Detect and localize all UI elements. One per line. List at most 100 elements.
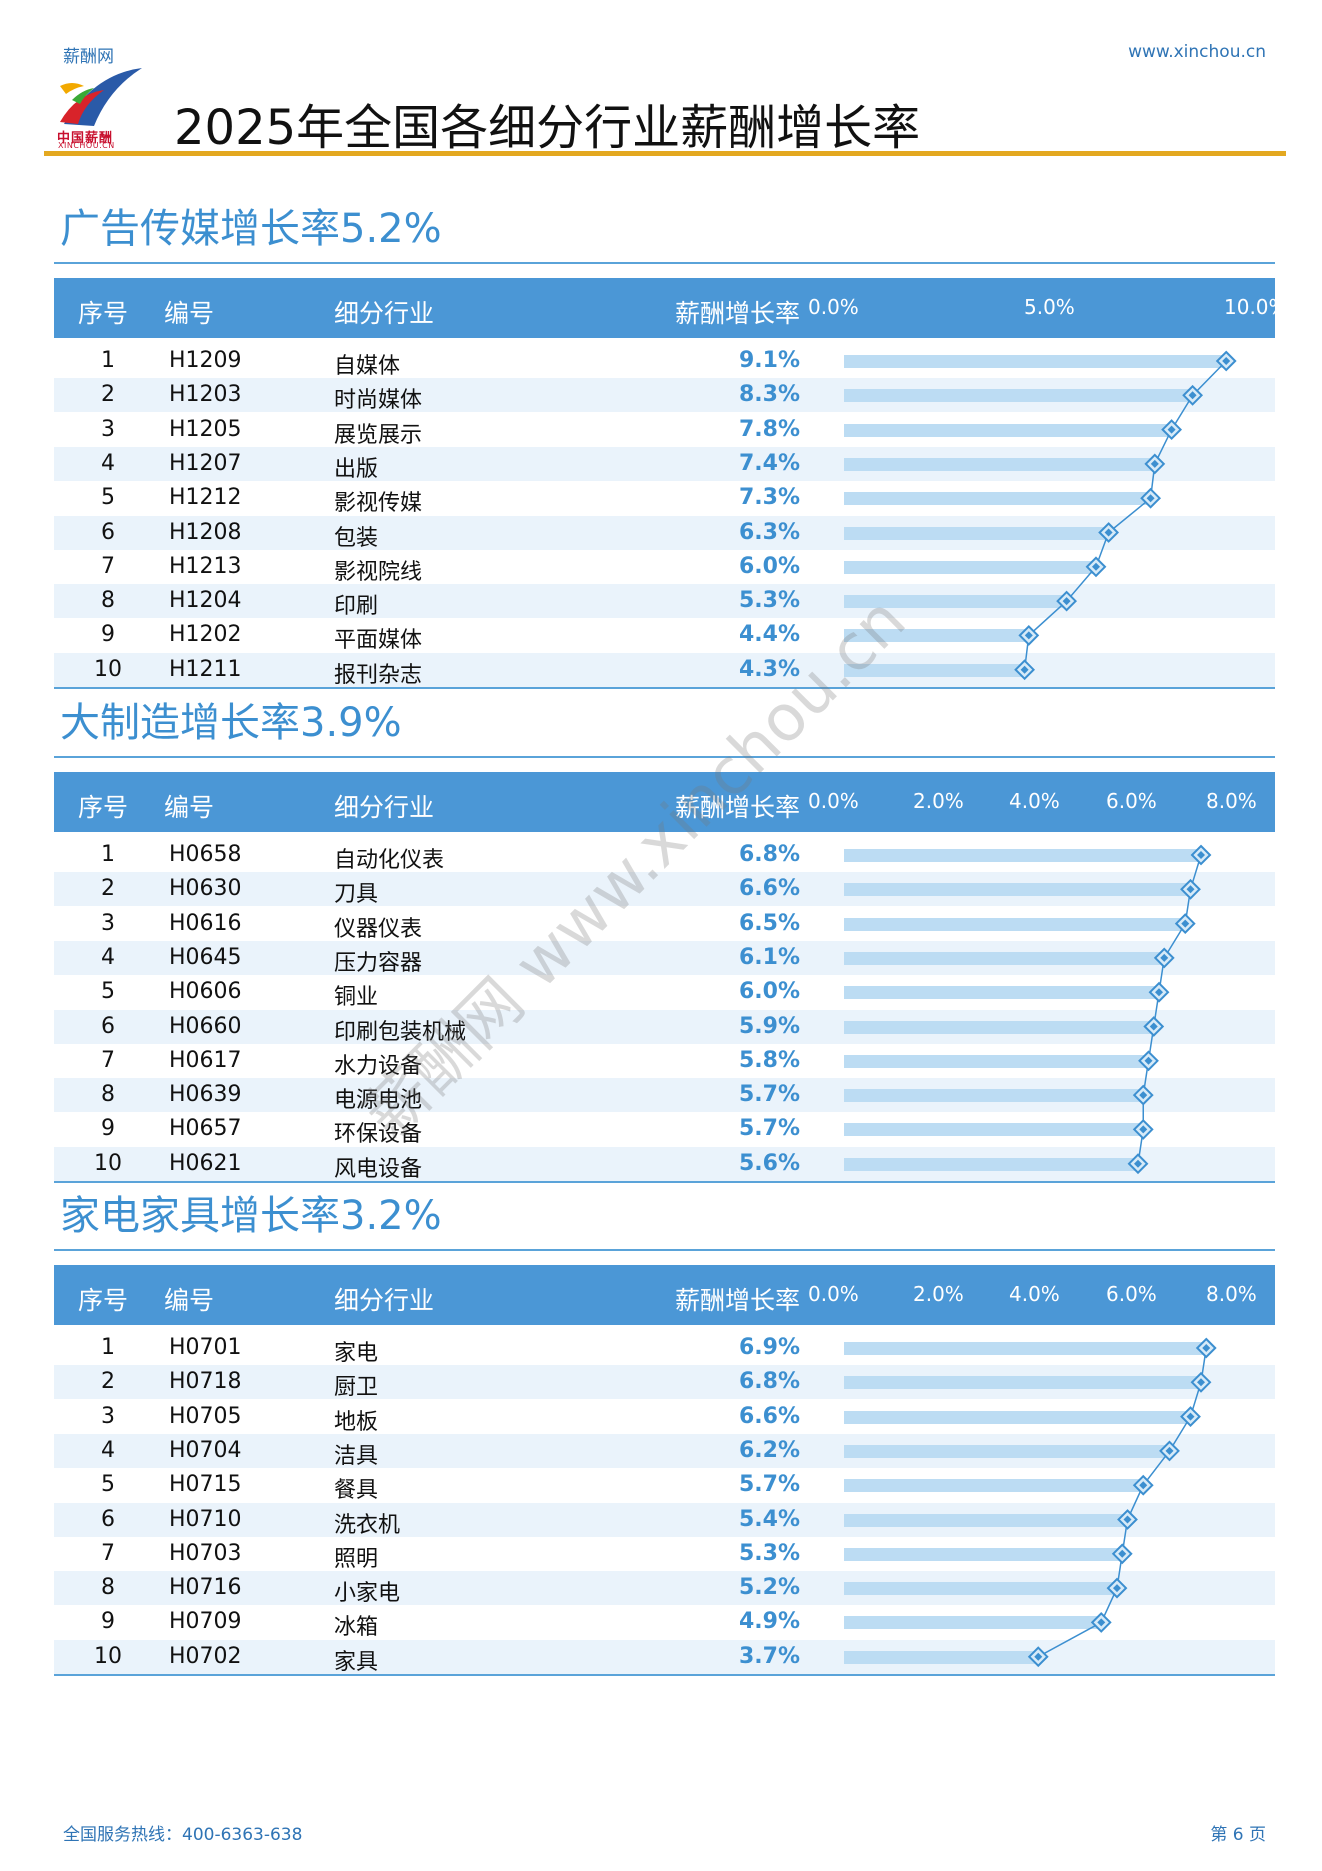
cell-rate-label: 4.9% [738,1609,800,1635]
table-row: 6 H0710 洗衣机 5.4% [54,1502,1275,1538]
table-header: 序号 编号 细分行业 薪酬增长率 0.0% 2.0% 4.0% 6.0% 8.0% [54,1265,1275,1325]
cell-industry: 环保设备 [334,1122,423,1148]
section-bottom-rule [54,1181,1275,1183]
cell-code: H0703 [169,1540,242,1566]
table-row: 3 H0705 地板 6.6% [54,1400,1275,1435]
axis-tick-label: 8.0% [1206,789,1257,813]
cell-rank: 8 [101,588,115,614]
cell-rate-label: 6.5% [738,910,800,936]
cell-rank: 2 [101,1369,115,1395]
cell-code: H0718 [169,1369,242,1395]
section-title-rule [54,756,1275,758]
footer-hotline: 全国服务热线：400-6363-638 [63,1825,303,1845]
cell-rank: 6 [101,1013,115,1039]
cell-code: H1212 [169,485,242,511]
cell-code: H1202 [169,622,242,648]
cell-industry: 小家电 [334,1581,401,1607]
cell-rate-label: 5.3% [738,588,800,614]
cell-industry: 铜业 [334,985,379,1011]
table-row: 2 H0718 厨卫 6.8% [54,1365,1275,1400]
cell-industry: 照明 [334,1546,379,1572]
table-row: 8 H0639 电源电池 5.7% [54,1078,1275,1114]
rate-bar [844,1089,1144,1103]
table-row: 4 H0645 压力容器 6.1% [54,940,1275,976]
table-row: 9 H0709 冰箱 4.9% [54,1605,1275,1641]
cell-rate-label: 6.2% [738,1437,800,1463]
cell-rank: 7 [101,553,115,579]
cell-code: H1213 [169,553,242,579]
site-url[interactable]: www.xinchou.cn [1128,42,1266,62]
cell-industry: 电源电池 [334,1088,423,1114]
cell-rate-label: 6.0% [738,979,800,1005]
section-title-rule [54,262,1275,264]
title-divider [44,151,1286,156]
cell-industry: 冰箱 [334,1615,379,1641]
cell-rate-label: 8.3% [738,382,800,408]
cell-industry: 家具 [334,1649,379,1675]
cell-rank: 4 [101,944,115,970]
cell-code: H0658 [169,842,242,867]
header-industry: 细分行业 [334,299,435,328]
cell-code: H0639 [169,1082,242,1108]
cell-industry: 平面媒体 [334,628,423,654]
table-row: 2 H1203 时尚媒体 8.3% [54,378,1275,413]
cell-rank: 2 [101,876,115,902]
cell-rank: 3 [101,1403,115,1429]
section-title: 家电家具增长率3.2% [60,1193,442,1239]
table-row: 4 H0704 洁具 6.2% [54,1433,1275,1469]
cell-rate-label: 3.7% [738,1643,800,1669]
table-header: 序号 编号 细分行业 薪酬增长率 0.0% 5.0% 10.0% [54,278,1288,338]
cell-code: H0709 [169,1609,242,1635]
cell-rank: 5 [101,979,115,1005]
cell-rate-label: 6.6% [738,1403,800,1429]
rate-bar [844,629,1029,643]
section-bottom-rule [54,687,1275,689]
cell-rank: 5 [101,485,115,511]
table-row: 1 H0701 家电 6.9% [54,1331,1275,1366]
table-row: 10 H1211 报刊杂志 4.3% [54,652,1275,688]
cell-industry: 刀具 [334,882,379,908]
axis-tick-label: 4.0% [1009,1282,1060,1306]
header-rate: 薪酬增长率 [674,793,800,822]
rate-bar [844,1479,1144,1493]
cell-code: H0645 [169,944,242,970]
cell-rate-label: 7.3% [738,485,800,511]
cell-rank: 10 [94,1643,122,1669]
cell-rate-label: 5.3% [738,1540,800,1566]
cell-rank: 10 [94,656,122,682]
rate-bar [844,663,1025,677]
rate-bar [844,986,1159,1000]
cell-rank: 10 [94,1150,122,1176]
rate-bar [844,457,1155,471]
table-row: 10 H0702 家具 3.7% [54,1639,1275,1675]
axis-tick-label: 5.0% [1024,295,1075,319]
cell-rank: 4 [101,450,115,476]
table-row: 7 H0703 照明 5.3% [54,1537,1275,1572]
cell-code: H0617 [169,1047,242,1073]
cell-industry: 出版 [334,456,379,482]
table-row: 8 H0716 小家电 5.2% [54,1571,1275,1607]
logo-text: 中国薪酬 [57,131,114,146]
cell-rank: 3 [101,910,115,936]
cell-rate-label: 5.7% [738,1472,800,1498]
cell-code: H1207 [169,450,242,476]
cell-code: H1203 [169,382,242,408]
rate-bar [844,1650,1039,1664]
axis-tick-label: 0.0% [808,789,859,813]
rate-bar [844,1513,1128,1527]
site-name: 薪酬网 [63,47,114,67]
cell-rank: 1 [101,348,115,373]
rate-bar [844,951,1165,965]
cell-industry: 水力设备 [334,1053,423,1079]
rate-bar [844,560,1096,574]
cell-industry: 自动化仪表 [334,848,445,873]
header-industry: 细分行业 [334,1286,435,1315]
rate-bar [844,1342,1207,1355]
cell-rank: 7 [101,1540,115,1566]
cell-industry: 风电设备 [334,1156,423,1182]
header-rank: 序号 [78,299,129,328]
cell-rate-label: 9.1% [738,348,800,373]
cell-code: H1205 [169,416,242,442]
cell-rate-label: 6.6% [738,876,800,902]
cell-rank: 3 [101,416,115,442]
